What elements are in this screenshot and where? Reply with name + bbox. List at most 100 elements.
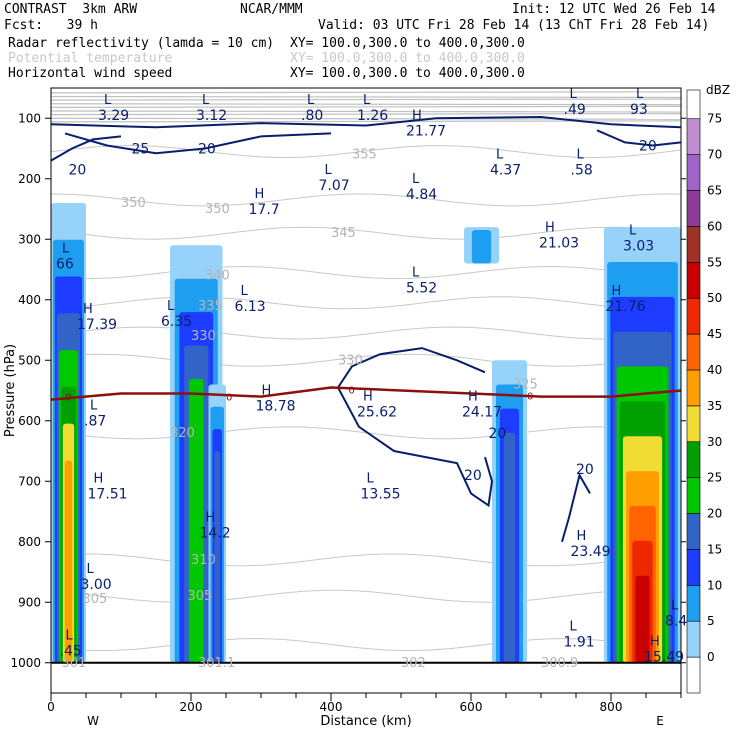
theta-label: 330 xyxy=(338,353,363,368)
extremum-value: 17.7 xyxy=(249,202,280,218)
theta-label: 305 xyxy=(83,592,108,607)
extremum-marker: H xyxy=(255,187,265,202)
extremum-value: 13.55 xyxy=(361,486,401,502)
reflectivity-band xyxy=(635,575,650,663)
extremum-marker: H xyxy=(545,220,555,235)
theta-contour xyxy=(50,110,682,113)
reflectivity-band xyxy=(503,432,516,663)
colorbar-swatch xyxy=(686,513,701,550)
theta-contour xyxy=(50,226,682,240)
extremum-value: 17.39 xyxy=(77,317,117,333)
extremum-marker: L xyxy=(636,87,644,102)
extremum-marker: L xyxy=(241,284,249,299)
extremum-marker: L xyxy=(629,223,637,238)
colorbar-level-label: 65 xyxy=(707,184,722,198)
theta-contour xyxy=(50,553,682,567)
extremum-marker: H xyxy=(83,302,93,317)
colorbar-swatch xyxy=(686,333,701,371)
theta-label: 320 xyxy=(170,426,195,441)
extremum-value: 15.49 xyxy=(644,650,684,666)
wind-label: 20 xyxy=(198,142,216,158)
wind-contour xyxy=(64,132,332,155)
colorbar-swatch xyxy=(686,297,701,335)
extremum-value: 1.26 xyxy=(357,108,388,124)
colorbar-swatch xyxy=(686,441,701,478)
extremum-marker: H xyxy=(94,471,104,486)
theta-contour xyxy=(50,113,682,116)
y-tick-label: 700 xyxy=(18,474,41,488)
y-tick-label: 800 xyxy=(18,535,41,549)
freezing-level-line xyxy=(50,386,682,401)
reflectivity-band xyxy=(214,451,221,663)
colorbar-swatch xyxy=(686,656,701,694)
extremum-marker: L xyxy=(90,399,98,414)
colorbar-swatch xyxy=(686,585,701,622)
theta-label: 350 xyxy=(205,202,230,217)
wind-contour xyxy=(337,387,494,508)
colorbar-swatch xyxy=(686,190,701,227)
extremum-value: 7.07 xyxy=(319,178,350,194)
theta-label: 340 xyxy=(205,269,230,284)
y-tick-label: 100 xyxy=(18,111,41,125)
wind-label: 20 xyxy=(639,138,657,154)
extremum-marker: L xyxy=(202,93,210,108)
theta-label: 345 xyxy=(331,226,356,241)
extremum-value: 4.37 xyxy=(490,163,521,179)
y-tick-label: 1000 xyxy=(10,656,41,670)
extremum-value: 93 xyxy=(630,102,648,118)
theta-contour xyxy=(50,326,682,340)
theta-contour xyxy=(50,117,682,120)
extremum-value: 6.13 xyxy=(235,299,266,315)
extremum-marker: L xyxy=(570,87,578,102)
extremum-value: 3.29 xyxy=(98,108,129,124)
y-tick-label: 900 xyxy=(18,595,41,609)
wind-label: 20 xyxy=(489,426,507,442)
forecast-hour: Fcst: 39 h xyxy=(4,18,98,33)
extremum-value: 3.12 xyxy=(196,108,227,124)
colorbar-level-label: 5 xyxy=(707,614,715,628)
valid-time: Valid: 03 UTC Fri 28 Feb 14 (13 ChT Fri … xyxy=(318,18,710,33)
colorbar-swatch xyxy=(686,620,701,658)
colorbar-level-label: 30 xyxy=(707,435,722,449)
freezing-level-label: 0 xyxy=(65,393,71,404)
wind-label: 20 xyxy=(69,163,87,179)
reflectivity-band xyxy=(188,378,204,663)
x-axis-label: Distance (km) xyxy=(320,714,411,729)
field-theta: Potential temperature xyxy=(8,51,173,66)
theta-contour xyxy=(50,98,682,101)
extremum-marker: L xyxy=(367,471,375,486)
extremum-marker: L xyxy=(412,172,420,187)
theta-label: 325 xyxy=(513,377,538,392)
extremum-value: .58 xyxy=(571,163,593,179)
east-label: E xyxy=(656,714,664,728)
colorbar-level-label: 60 xyxy=(707,219,722,233)
org-label: NCAR/MMM xyxy=(240,2,303,17)
field-theta-xy: XY= 100.0,300.0 to 400.0,300.0 xyxy=(290,51,525,66)
extremum-marker: H xyxy=(612,284,622,299)
extremum-value: 14.2 xyxy=(200,526,231,542)
extremum-marker: L xyxy=(570,620,578,635)
colorbar-swatch xyxy=(686,118,701,155)
y-tick-label: 400 xyxy=(18,293,41,307)
y-axis-label: Pressure (hPa) xyxy=(3,344,18,437)
theta-label: 350 xyxy=(121,196,146,211)
wind-contour xyxy=(561,472,591,543)
extremum-value: .87 xyxy=(84,414,106,430)
reflectivity-band xyxy=(64,460,73,663)
extremum-value: 6.35 xyxy=(161,314,192,330)
extremum-value: 17.51 xyxy=(88,486,128,502)
extremum-marker: L xyxy=(87,562,95,577)
y-tick-label: 300 xyxy=(18,232,41,246)
init-time: Init: 12 UTC Wed 26 Feb 14 xyxy=(512,2,716,17)
theta-label: 301 xyxy=(62,656,87,671)
extremum-marker: L xyxy=(325,163,333,178)
theta-label: 355 xyxy=(352,148,377,163)
colorbar-swatch xyxy=(686,549,701,586)
extremum-marker: H xyxy=(206,511,216,526)
field-wind-xy: XY= 100.0,300.0 to 400.0,300.0 xyxy=(290,66,525,81)
theta-contour xyxy=(50,144,682,159)
extremum-value: 3.03 xyxy=(623,238,654,254)
extremum-marker: L xyxy=(412,266,420,281)
y-tick-label: 200 xyxy=(18,172,41,186)
x-tick-label: 800 xyxy=(600,700,623,714)
